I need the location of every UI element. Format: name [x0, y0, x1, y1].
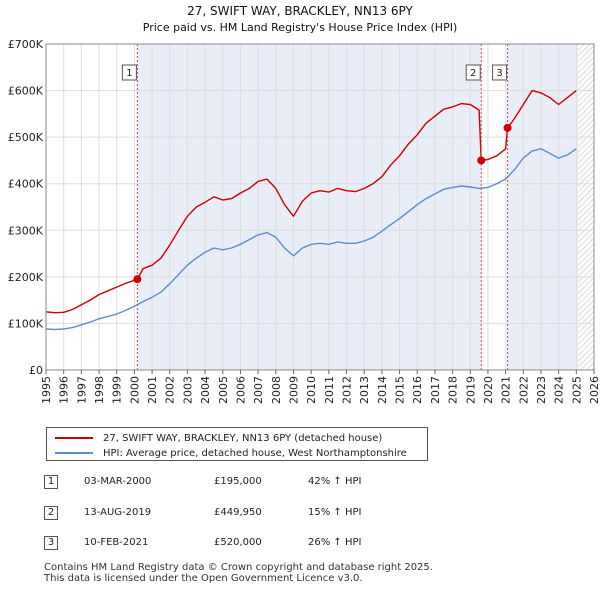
sale-date: 03-MAR-2000	[84, 476, 152, 487]
hpi-line	[45, 148, 577, 331]
x-tick-label: 2023	[535, 376, 548, 404]
legend-label-hpi: HPI: Average price, detached house, West…	[103, 447, 407, 459]
legend: 27, SWIFT WAY, BRACKLEY, NN13 6PY (detac…	[46, 427, 428, 461]
x-tick-label: 2017	[429, 376, 442, 404]
x-tick-label: 2007	[252, 376, 265, 404]
ownership-shade	[137, 44, 482, 370]
x-tick-label: 2000	[128, 376, 141, 404]
legend-label-property: 27, SWIFT WAY, BRACKLEY, NN13 6PY (detac…	[103, 432, 383, 444]
sale-price: £520,000	[214, 537, 262, 548]
x-tick-label: 2015	[394, 376, 407, 404]
forecast-hatch	[578, 44, 594, 370]
chart-title: 27, SWIFT WAY, BRACKLEY, NN13 6PY	[187, 4, 413, 18]
x-tick-label: 2004	[199, 376, 212, 404]
y-tick-label: £300K	[8, 224, 44, 237]
sale-price: £195,000	[214, 476, 262, 487]
sale-hpi-change: 15% ↑ HPI	[308, 507, 362, 518]
x-tick-label: 2012	[341, 376, 354, 404]
x-tick-label: 2013	[358, 376, 371, 404]
sale-label-box	[121, 64, 137, 81]
ownership-shade	[507, 44, 579, 370]
sale-point	[477, 156, 486, 165]
sale-label: 2	[470, 68, 476, 79]
footer-attribution: Contains HM Land Registry data © Crown c…	[44, 562, 433, 584]
sale-number-badge: 2	[44, 506, 58, 520]
x-tick-label: 1999	[111, 376, 124, 404]
x-tick-label: 2011	[323, 376, 336, 404]
x-tick-label: 2002	[164, 376, 177, 404]
sale-label-box	[465, 64, 481, 81]
sale-date: 10-FEB-2021	[84, 537, 149, 548]
x-tick-label: 2024	[553, 376, 566, 404]
sale-point	[133, 275, 142, 284]
legend-item-property: 27, SWIFT WAY, BRACKLEY, NN13 6PY (detac…	[55, 430, 382, 446]
price-chart: 27, SWIFT WAY, BRACKLEY, NN13 6PY Price …	[8, 4, 600, 404]
y-tick-label: £200K	[8, 271, 44, 284]
legend-swatch-property	[55, 437, 93, 439]
x-tick-label: 2003	[181, 376, 194, 404]
x-tick-label: 2018	[447, 376, 460, 404]
x-tick-label: 2025	[570, 376, 583, 404]
x-tick-label: 2010	[305, 376, 318, 404]
sale-label-box	[492, 64, 508, 81]
x-tick-label: 1997	[75, 376, 88, 404]
x-tick-label: 2021	[500, 376, 513, 404]
sale-point	[503, 123, 512, 132]
sale-date: 13-AUG-2019	[84, 507, 152, 518]
footer-line-2: This data is licensed under the Open Gov…	[44, 573, 363, 584]
sale-price: £449,950	[214, 507, 262, 518]
sale-number-badge: 3	[44, 536, 58, 550]
y-tick-label: £400K	[8, 178, 44, 191]
x-tick-label: 2005	[217, 376, 230, 404]
sale-hpi-change: 26% ↑ HPI	[308, 537, 362, 548]
x-tick-label: 2020	[482, 376, 495, 404]
x-tick-label: 2006	[234, 376, 247, 404]
x-tick-label: 2026	[588, 376, 600, 404]
x-tick-label: 1998	[93, 376, 106, 404]
x-tick-label: 2009	[287, 376, 300, 404]
sale-number-badge: 1	[44, 475, 58, 489]
y-tick-label: £0	[29, 364, 43, 377]
sale-row: 1 03-MAR-2000 £195,000 42% ↑ HPI	[44, 475, 464, 495]
footer-line-1: Contains HM Land Registry data © Crown c…	[44, 562, 433, 573]
legend-item-hpi: HPI: Average price, detached house, West…	[55, 445, 407, 461]
sale-label: 1	[126, 68, 132, 79]
property-price-line	[45, 89, 577, 314]
x-tick-label: 2022	[517, 376, 530, 404]
sale-hpi-change: 42% ↑ HPI	[308, 476, 362, 487]
plot-border	[45, 43, 595, 371]
x-tick-label: 2001	[146, 376, 159, 404]
y-tick-label: £100K	[8, 317, 44, 330]
y-tick-label: £600K	[8, 85, 44, 98]
x-tick-label: 1996	[58, 376, 71, 404]
chart-subtitle: Price paid vs. HM Land Registry's House …	[143, 21, 458, 34]
x-tick-label: 2019	[464, 376, 477, 404]
x-tick-label: 2008	[270, 376, 283, 404]
x-tick-label: 2014	[376, 376, 389, 404]
y-tick-label: £500K	[8, 131, 44, 144]
legend-swatch-hpi	[55, 452, 93, 454]
sale-row: 3 10-FEB-2021 £520,000 26% ↑ HPI	[44, 536, 464, 556]
y-tick-label: £700K	[8, 38, 44, 51]
sale-row: 2 13-AUG-2019 £449,950 15% ↑ HPI	[44, 506, 464, 526]
x-tick-label: 2016	[411, 376, 424, 404]
sale-label: 3	[496, 68, 502, 79]
x-tick-label: 1995	[40, 376, 53, 404]
